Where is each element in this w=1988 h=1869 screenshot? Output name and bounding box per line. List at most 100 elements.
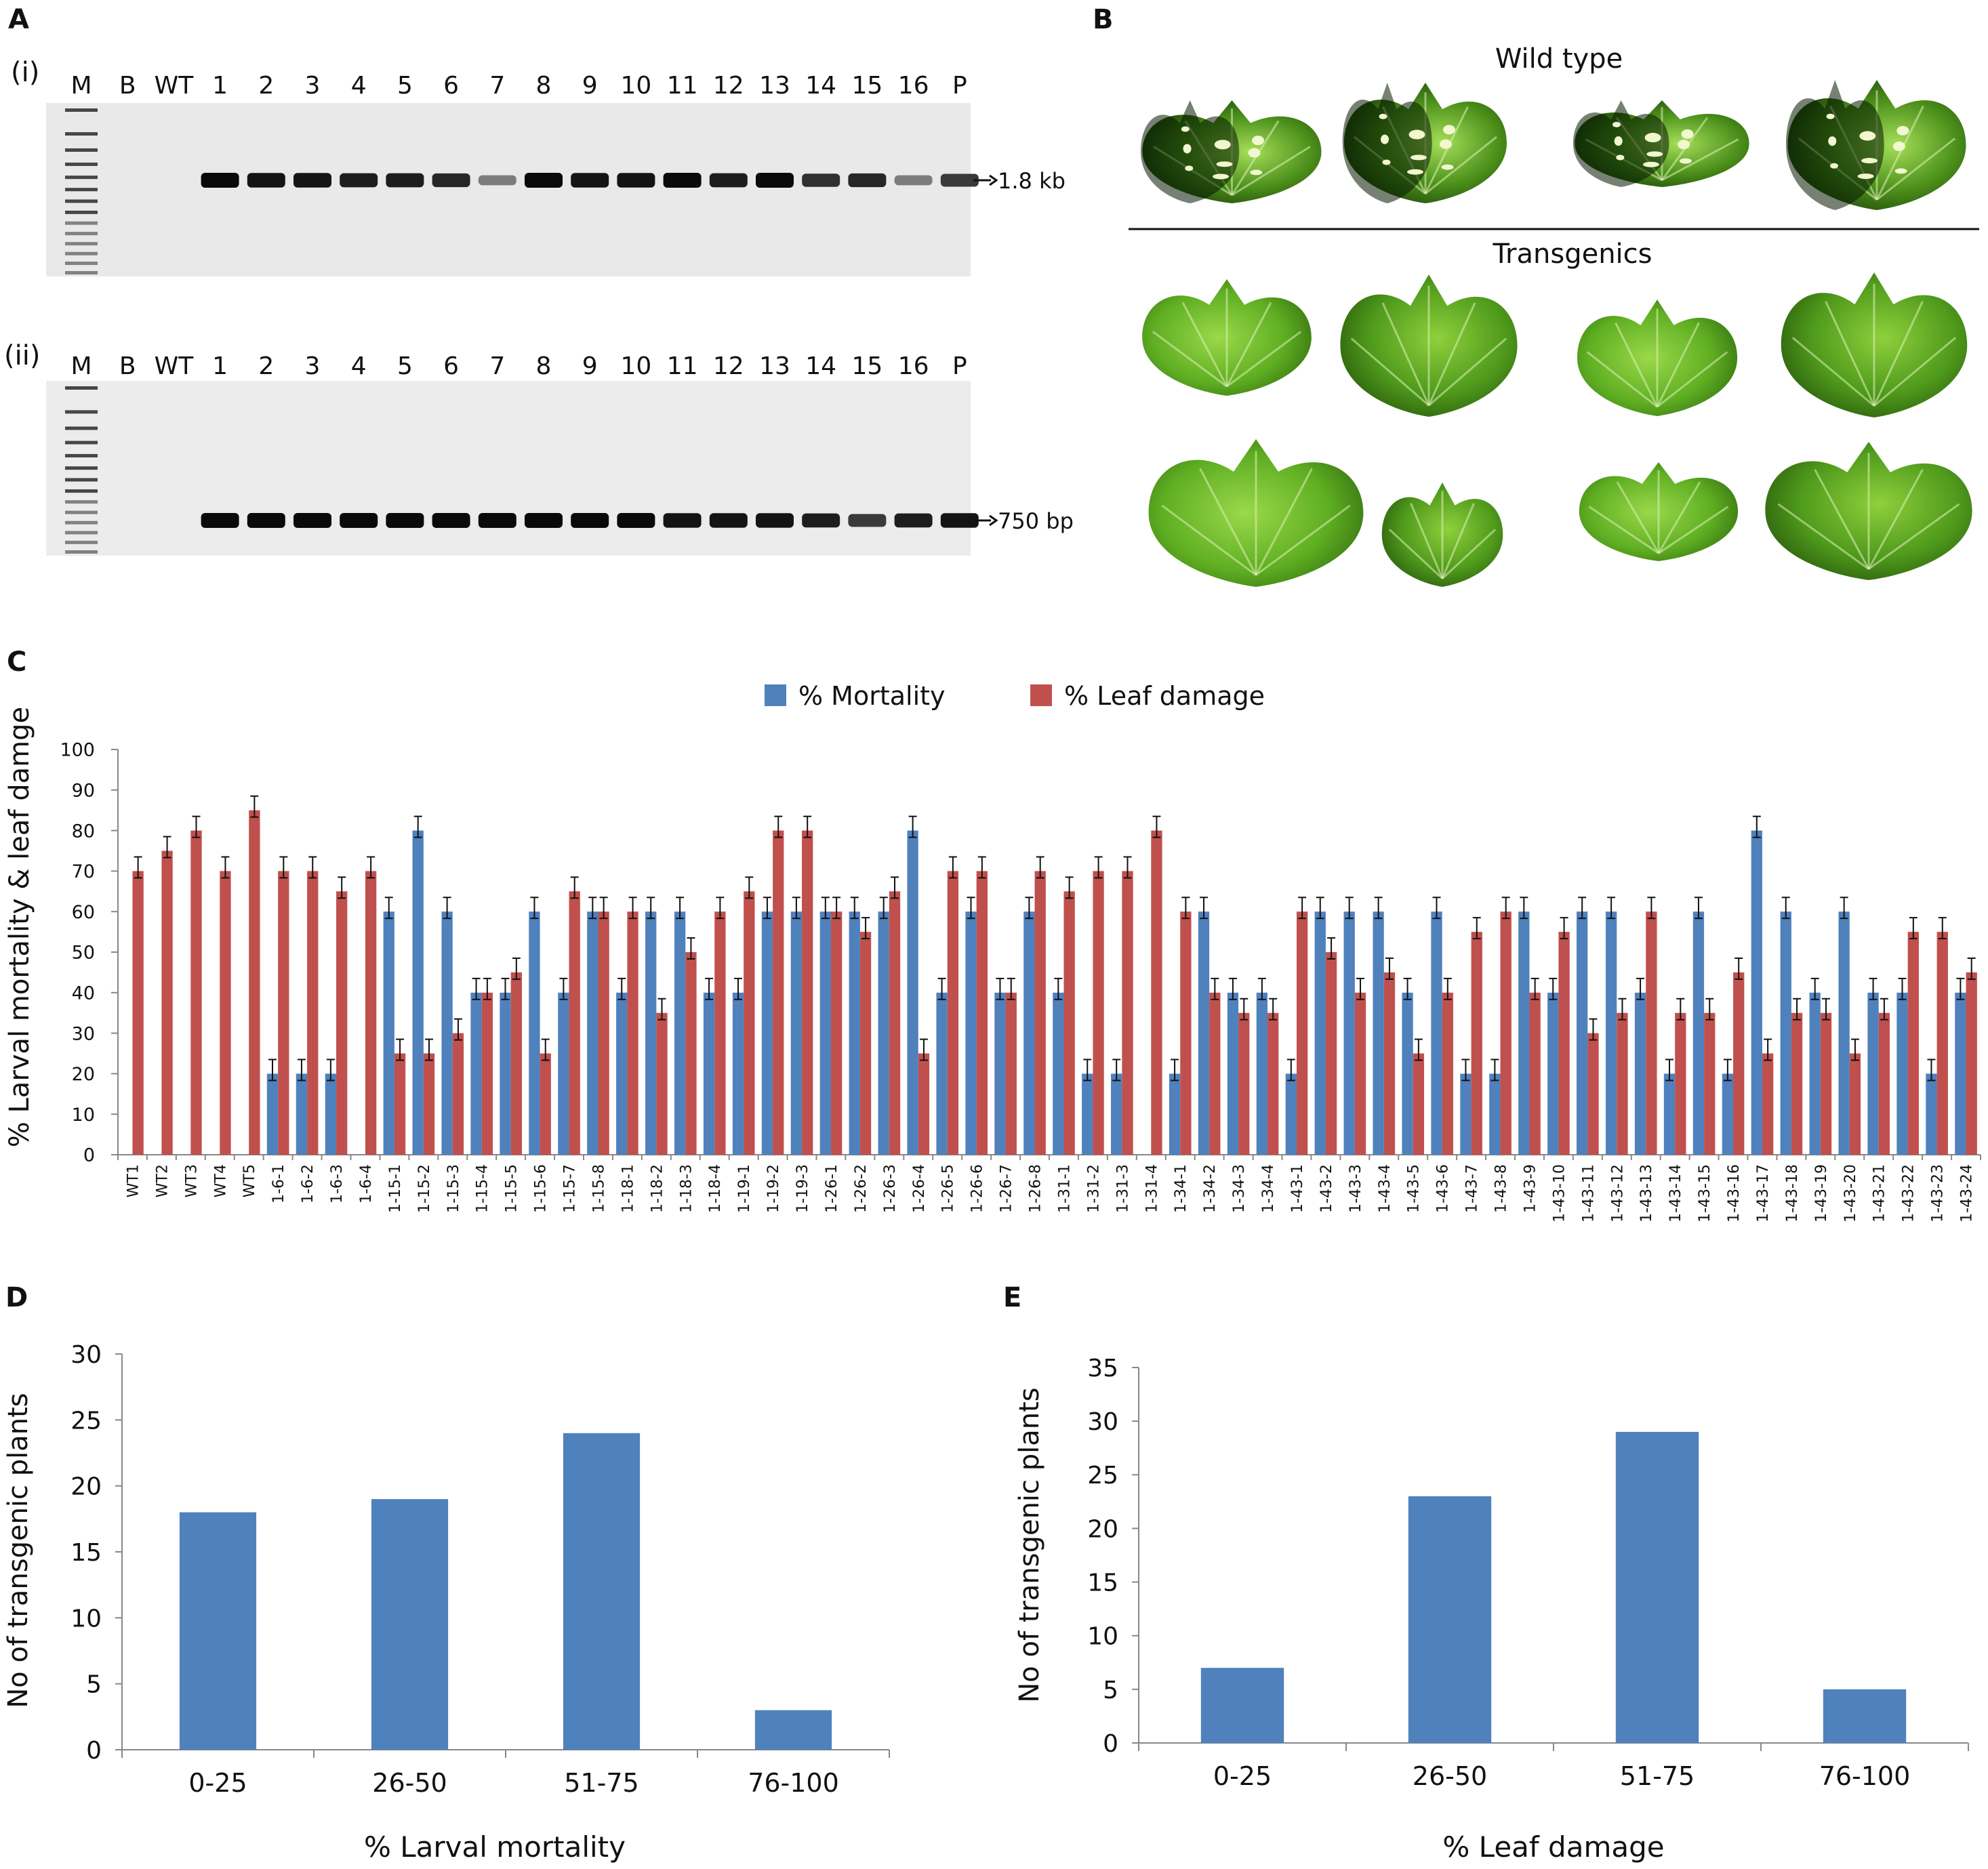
x-category-label: 1-43-6	[1435, 1164, 1452, 1213]
x-category-label: 1-15-6	[533, 1164, 550, 1213]
x-category-label: 1-43-8	[1493, 1164, 1510, 1213]
x-category-label: 1-19-2	[765, 1164, 782, 1213]
leaf-vein	[1181, 302, 1228, 387]
gel-lane-label: 11	[667, 352, 698, 380]
y-tick-label: 30	[72, 1023, 95, 1044]
gel-lane-label: 4	[351, 352, 367, 380]
leaf-feeding-hole	[1678, 140, 1690, 150]
gel-lane-label: 10	[620, 352, 651, 380]
gel-lane-label: 7	[489, 352, 505, 380]
x-category-label: 0-25	[1213, 1761, 1272, 1791]
bar-mortality	[1227, 992, 1239, 1155]
gel-band	[756, 173, 794, 188]
gel-ladder-rung	[65, 540, 98, 544]
gel-ladder-rung	[65, 531, 98, 535]
bar-leaf-damage	[161, 850, 173, 1155]
leaf-vein	[1428, 337, 1507, 407]
leaf-vein	[1588, 506, 1659, 554]
bar-leaf-damage	[830, 911, 843, 1155]
bar-mortality	[500, 992, 511, 1155]
y-tick-label: 20	[1087, 1515, 1118, 1543]
gel-ii-size-marker: 750 bp	[973, 508, 1074, 534]
leaf-photo	[1342, 83, 1507, 203]
bar-leaf-damage	[1005, 992, 1017, 1155]
leaf-feeding-hole	[1181, 126, 1190, 132]
bar-leaf-damage	[540, 1053, 551, 1155]
x-category-label: 1-6-2	[300, 1164, 317, 1204]
bar-leaf-damage	[1907, 932, 1919, 1155]
bar-mortality	[1518, 911, 1530, 1155]
bar	[1823, 1689, 1907, 1743]
x-category-label: 1-43-20	[1842, 1164, 1859, 1223]
panel-d-plot-area: 0 5 10 15 20 25 30 0-25 26-50 51-75 76-100	[70, 1341, 890, 1798]
x-category-label: 1-26-7	[998, 1164, 1015, 1213]
x-category-label: 51-75	[1620, 1761, 1695, 1791]
bar-leaf-damage	[627, 911, 638, 1155]
gel-lane-label: 3	[305, 72, 321, 100]
bar-mortality	[412, 830, 424, 1155]
leaf-feeding-hole	[1679, 158, 1692, 164]
panel-a-label: A	[8, 4, 29, 35]
leaf-vein	[1616, 481, 1660, 554]
leaf-vein	[1255, 468, 1313, 576]
gel-lane-label: 14	[805, 352, 836, 380]
gel-ladder-rung	[65, 500, 98, 504]
gel-lane-label: 6	[443, 352, 459, 380]
leaf-vein	[1658, 506, 1729, 554]
bar	[754, 1710, 832, 1750]
leaf-photo	[1142, 279, 1312, 396]
leaf-vein	[1441, 503, 1475, 579]
bar-mortality	[645, 911, 657, 1155]
gel-i-size-marker: 1.8 kb	[973, 168, 1066, 194]
gel-ladder-rung	[65, 162, 98, 166]
leaf-feeding-hole	[1216, 161, 1233, 167]
leaf-feeding-hole	[1407, 169, 1423, 175]
gel-ladder-rung	[65, 440, 98, 445]
gel-band	[432, 173, 470, 188]
gel-ii-image	[46, 381, 971, 556]
x-category-label: 1-26-3	[882, 1164, 899, 1213]
x-category-label: 1-43-22	[1901, 1164, 1918, 1223]
bar-leaf-damage	[1180, 911, 1192, 1155]
gel-ladder-rung	[65, 199, 98, 203]
gel-ladder-rung	[65, 176, 98, 180]
bar-mortality	[1285, 1073, 1297, 1155]
x-category-label: 1-43-19	[1813, 1164, 1830, 1223]
gel-band	[709, 513, 748, 528]
gel-i-sublabel: (i)	[11, 57, 39, 88]
bar	[1615, 1431, 1699, 1743]
leaf-feeding-hole	[1213, 173, 1229, 180]
bar-mortality	[1926, 1073, 1937, 1155]
y-tick-label: 30	[1087, 1408, 1118, 1436]
leaf-feeding-hole	[1250, 169, 1263, 176]
bar-mortality	[819, 911, 831, 1155]
gel-band	[848, 514, 887, 527]
gel-ladder-rung	[65, 188, 98, 192]
bar-mortality	[1169, 1073, 1181, 1155]
x-category-label: 1-43-18	[1784, 1164, 1801, 1223]
bar-leaf-damage	[1849, 1053, 1861, 1155]
bar-mortality	[1634, 992, 1646, 1155]
x-category-label: 1-43-17	[1755, 1164, 1772, 1223]
x-category-label: 1-31-4	[1143, 1164, 1160, 1213]
bar-leaf-damage	[802, 830, 813, 1155]
x-category-label: WT3	[183, 1164, 200, 1197]
bar-leaf-damage	[685, 952, 697, 1155]
gel-ladder-rung	[65, 251, 98, 255]
gel-ladder-rung	[65, 550, 98, 554]
x-category-label: 1-43-5	[1406, 1164, 1423, 1213]
bar-leaf-damage	[1296, 911, 1308, 1155]
leaf-feeding-hole	[1892, 141, 1905, 151]
panel-e-bar-chart: E No of transgenic plants % Leaf damage …	[1003, 1282, 1969, 1864]
bar-leaf-damage	[598, 911, 609, 1155]
bar-mortality	[1343, 911, 1355, 1155]
leaf-vein	[1255, 504, 1351, 576]
gel-lane-label: 15	[851, 72, 883, 100]
gel-lane-label: 15	[851, 352, 883, 380]
x-category-label: 1-34-2	[1202, 1164, 1219, 1213]
x-category-label: 1-43-24	[1959, 1164, 1976, 1223]
gel-i-arrowhead-icon	[989, 174, 998, 186]
leaf-photo	[1340, 274, 1518, 417]
leaf-feeding-hole	[1894, 168, 1907, 174]
gel-lane-label: 14	[805, 72, 836, 100]
